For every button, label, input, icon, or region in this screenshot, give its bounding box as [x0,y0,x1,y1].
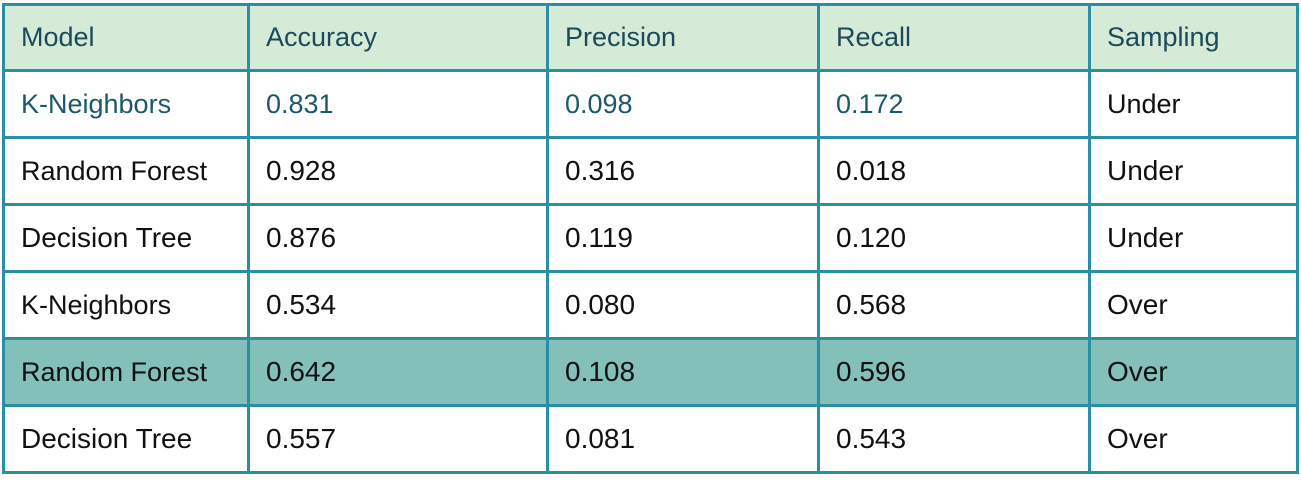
precision-cell: 0.108 [546,337,820,407]
model-cell: Random Forest [2,337,250,407]
model-cell: K-Neighbors [2,270,250,340]
column-header-precision: Precision [546,3,820,72]
recall-cell: 0.596 [817,337,1091,407]
sampling-cell: Over [1088,404,1299,474]
accuracy-cell: 0.557 [247,404,549,474]
column-header-sampling: Sampling [1088,3,1299,72]
precision-cell: 0.080 [546,270,820,340]
accuracy-cell: 0.831 [247,69,549,139]
table-row: K-Neighbors 0.831 0.098 0.172 Under [2,69,1299,139]
accuracy-cell: 0.534 [247,270,549,340]
precision-cell: 0.316 [546,136,820,206]
sampling-cell: Under [1088,203,1299,273]
table-row: Decision Tree 0.876 0.119 0.120 Under [2,203,1299,273]
model-cell: Decision Tree [2,404,250,474]
accuracy-cell: 0.876 [247,203,549,273]
table-row: K-Neighbors 0.534 0.080 0.568 Over [2,270,1299,340]
column-header-model: Model [2,3,250,72]
column-header-accuracy: Accuracy [247,3,549,72]
sampling-cell: Under [1088,69,1299,139]
table-row-highlighted: Random Forest 0.642 0.108 0.596 Over [2,337,1299,407]
table-row: Random Forest 0.928 0.316 0.018 Under [2,136,1299,206]
model-cell: K-Neighbors [2,69,250,139]
precision-cell: 0.081 [546,404,820,474]
accuracy-cell: 0.642 [247,337,549,407]
sampling-cell: Over [1088,270,1299,340]
precision-cell: 0.098 [546,69,820,139]
table-header-row: Model Accuracy Precision Recall Sampling [2,3,1299,72]
table-row: Decision Tree 0.557 0.081 0.543 Over [2,404,1299,474]
recall-cell: 0.018 [817,136,1091,206]
sampling-cell: Under [1088,136,1299,206]
recall-cell: 0.543 [817,404,1091,474]
column-header-recall: Recall [817,3,1091,72]
sampling-cell: Over [1088,337,1299,407]
precision-cell: 0.119 [546,203,820,273]
recall-cell: 0.568 [817,270,1091,340]
accuracy-cell: 0.928 [247,136,549,206]
model-cell: Random Forest [2,136,250,206]
recall-cell: 0.120 [817,203,1091,273]
model-cell: Decision Tree [2,203,250,273]
recall-cell: 0.172 [817,69,1091,139]
results-table: Model Accuracy Precision Recall Sampling… [2,3,1299,474]
